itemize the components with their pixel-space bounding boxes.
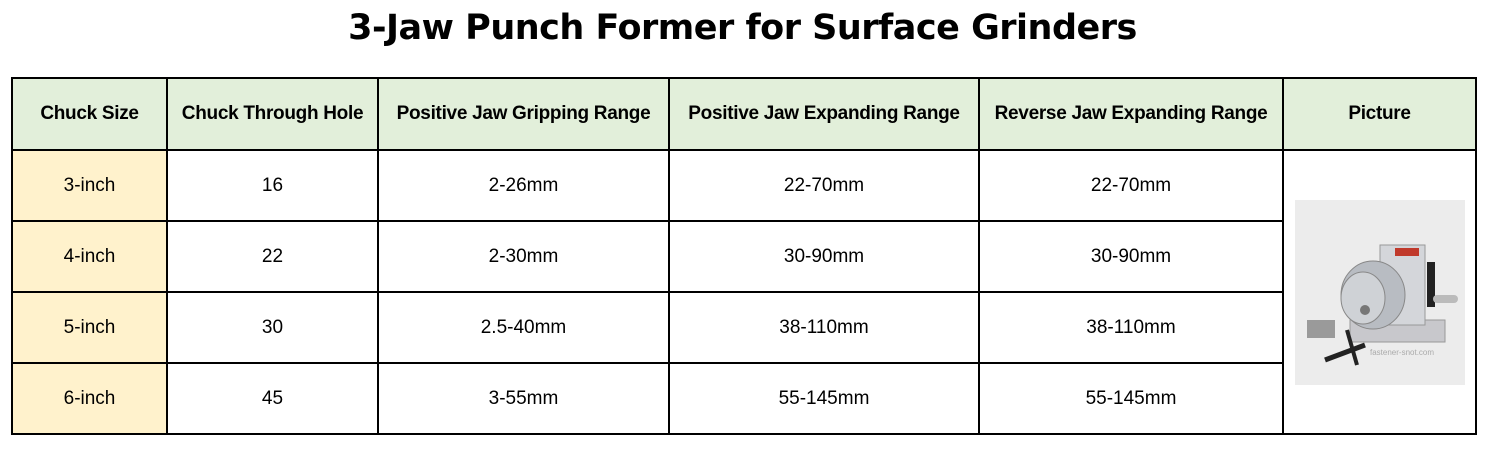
cell-gripping-range: 2-26mm (377, 149, 670, 222)
cell-gripping-range: 3-55mm (377, 362, 670, 435)
header-row: Chuck Size Chuck Through Hole Positive J… (11, 77, 1477, 151)
cell-reverse-range: 30-90mm (978, 220, 1284, 293)
table-row: 5-inch 30 2.5-40mm 38-110mm 38-110mm (11, 291, 1476, 364)
table-row: 6-inch 45 3-55mm 55-145mm 55-145mm (11, 362, 1476, 435)
svg-text:fastener-snot.com: fastener-snot.com (1370, 348, 1434, 357)
cell-chuck-size: 5-inch (11, 291, 168, 364)
cell-reverse-range: 38-110mm (978, 291, 1284, 364)
cell-expanding-range: 55-145mm (668, 362, 980, 435)
cell-gripping-range: 2-30mm (377, 220, 670, 293)
cell-chuck-size: 4-inch (11, 220, 168, 293)
cell-through-hole: 22 (166, 220, 379, 293)
cell-expanding-range: 22-70mm (668, 149, 980, 222)
cell-expanding-range: 38-110mm (668, 291, 980, 364)
cell-gripping-range: 2.5-40mm (377, 291, 670, 364)
table-row: 4-inch 22 2-30mm 30-90mm 30-90mm (11, 220, 1476, 293)
cell-through-hole: 16 (166, 149, 379, 222)
cell-chuck-size: 3-inch (11, 149, 168, 222)
cell-picture: fastener-snot.com (1282, 149, 1477, 435)
header-reverse-range: Reverse Jaw Expanding Range (978, 77, 1284, 151)
cell-reverse-range: 22-70mm (978, 149, 1284, 222)
table-row: 3-inch 16 2-26mm 22-70mm 22-70mm fastene… (11, 149, 1477, 435)
header-through-hole: Chuck Through Hole (166, 77, 379, 151)
header-picture: Picture (1282, 77, 1477, 151)
cell-expanding-range: 30-90mm (668, 220, 980, 293)
punch-former-image: fastener-snot.com (1294, 199, 1465, 385)
spec-table: Chuck Size Chuck Through Hole Positive J… (11, 77, 1477, 435)
header-chuck-size: Chuck Size (11, 77, 168, 151)
cell-through-hole: 45 (166, 362, 379, 435)
header-gripping-range: Positive Jaw Gripping Range (377, 77, 670, 151)
header-expanding-range: Positive Jaw Expanding Range (668, 77, 980, 151)
page-title: 3-Jaw Punch Former for Surface Grinders (348, 8, 1137, 48)
cell-through-hole: 30 (166, 291, 379, 364)
cell-chuck-size: 6-inch (11, 362, 168, 435)
cell-reverse-range: 55-145mm (978, 362, 1284, 435)
